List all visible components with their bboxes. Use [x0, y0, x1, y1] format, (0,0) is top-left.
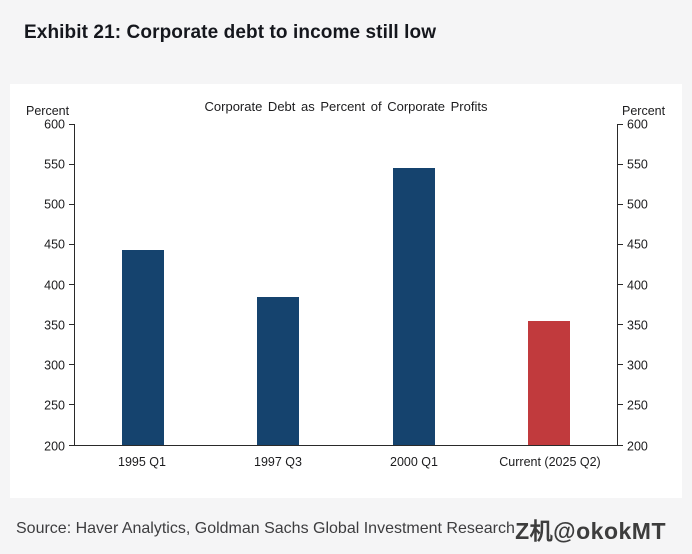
y-tick-label: 550 — [627, 157, 648, 171]
x-category-label: 2000 Q1 — [390, 455, 438, 469]
axis-tickmark — [69, 404, 75, 406]
y-tick-label: 300 — [627, 358, 648, 373]
y-tick-label: 500 — [627, 197, 648, 212]
y-tick-label: 250 — [44, 398, 65, 413]
axis-tickmark — [617, 324, 623, 326]
bar-1997-q3 — [257, 296, 300, 445]
axis-tickmark — [69, 284, 75, 285]
axis-tickmark — [69, 364, 75, 366]
chart-title: Corporate Debt as Percent of Corporate P… — [204, 99, 488, 114]
axis-tickmark — [69, 203, 75, 205]
bar-2000-q1 — [392, 168, 435, 445]
y-tick-label: 200 — [627, 438, 648, 453]
axis-tickmark — [617, 203, 623, 205]
bar-current-2025-q2- — [528, 320, 571, 445]
x-category-label: 1997 Q3 — [254, 455, 302, 469]
left-axis-title: Percent — [26, 104, 70, 118]
axis-tickmark — [69, 324, 75, 326]
chart-panel: Percent Corporate Debt as Percent of Cor… — [10, 84, 682, 498]
y-tick-label: 500 — [44, 197, 65, 212]
axis-tickmark — [69, 243, 75, 245]
axis-tickmark — [69, 444, 75, 446]
plot-area — [69, 123, 623, 446]
axis-tickmark — [617, 243, 623, 245]
y-tick-label: 250 — [627, 398, 648, 413]
axis-tickmark — [617, 123, 623, 125]
y-tick-label: 350 — [627, 318, 648, 332]
axis-tickmark — [69, 123, 75, 125]
y-tick-label: 300 — [44, 358, 65, 373]
y-tick-label: 200 — [44, 438, 65, 453]
axis-tickmark — [617, 364, 623, 366]
x-category-label: 1995 Q1 — [118, 455, 166, 469]
y-tick-label: 450 — [44, 237, 65, 252]
y-tick-label: 400 — [44, 277, 65, 292]
y-tick-label: 400 — [627, 277, 648, 292]
y-tick-label: 600 — [627, 116, 648, 131]
bar-1995-q1 — [121, 250, 164, 445]
axis-tickmark — [617, 284, 623, 285]
y-axis-right-labels: 200 250 300 350 400 450 500 550 600 — [618, 118, 668, 452]
x-category-label: Current (2025 Q2) — [499, 455, 601, 469]
axis-tickmark — [69, 163, 75, 165]
y-axis-left-labels: 200 250 300 350 400 450 500 550 600 — [24, 118, 74, 452]
axis-tickmark — [617, 404, 623, 406]
y-tick-label: 600 — [44, 116, 65, 131]
source-line: Source: Haver Analytics, Goldman Sachs G… — [16, 520, 515, 537]
axis-tickmark — [617, 163, 623, 165]
watermark: Z机@okokMT — [515, 518, 666, 544]
x-axis-labels: 1995 Q1 1997 Q3 2000 Q1 Current (2025 Q2) — [74, 446, 618, 480]
exhibit-title: Exhibit 21: Corporate debt to income sti… — [24, 22, 437, 43]
y-tick-label: 350 — [44, 318, 65, 332]
y-tick-label: 450 — [627, 237, 648, 252]
y-tick-label: 550 — [44, 157, 65, 171]
axis-tickmark — [617, 444, 623, 446]
right-axis-title: Percent — [622, 104, 666, 118]
